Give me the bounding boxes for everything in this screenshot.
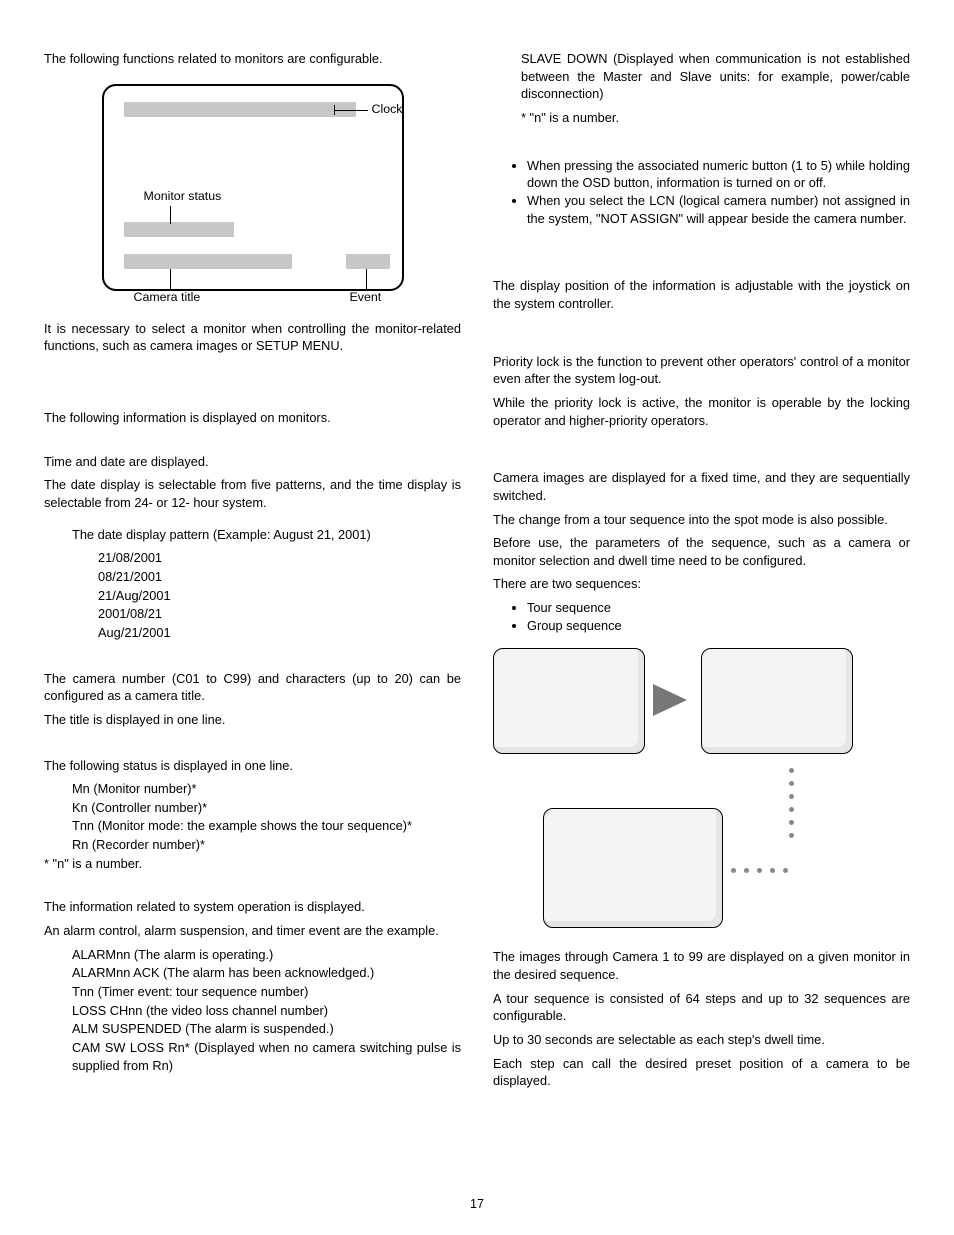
monitor-diagram: Clock Monitor status Camera title Event xyxy=(98,80,408,300)
sequence-bullet: Tour sequence xyxy=(527,599,910,617)
monitor-status-note: * "n" is a number. xyxy=(44,855,461,873)
slave-down-block: SLAVE DOWN (Displayed when communication… xyxy=(493,50,910,127)
dots-horizontal xyxy=(731,868,788,873)
sequence-p4: There are two sequences: xyxy=(493,575,910,593)
sequence-bullet: Group sequence xyxy=(527,617,910,635)
event-item: ALARMnn (The alarm is operating.) xyxy=(72,946,461,964)
diagram-label-event: Event xyxy=(350,290,382,304)
camera-frame-a xyxy=(493,648,645,754)
osd-bullet: When you select the LCN (logical camera … xyxy=(527,192,910,227)
event-list: ALARMnn (The alarm is operating.) ALARMn… xyxy=(44,946,461,1075)
status-item: Kn (Controller number)* xyxy=(72,799,461,817)
event-item: ALARMnn ACK (The alarm has been acknowle… xyxy=(72,964,461,982)
diagram-bar-clock xyxy=(124,102,356,117)
tour-p1: The images through Camera 1 to 99 are di… xyxy=(493,948,910,983)
tour-p2: A tour sequence is consisted of 64 steps… xyxy=(493,990,910,1025)
osd-bullets: When pressing the associated numeric but… xyxy=(493,157,910,228)
status-item: Rn (Recorder number)* xyxy=(72,836,461,854)
event-p2: An alarm control, alarm suspension, and … xyxy=(44,922,461,940)
clock-pattern-list: 21/08/2001 08/21/2001 21/Aug/2001 2001/0… xyxy=(44,549,461,641)
diagram-bar-event xyxy=(346,254,390,269)
clock-p1: Time and date are displayed. xyxy=(44,453,461,471)
priority-lock-p1: Priority lock is the function to prevent… xyxy=(493,353,910,388)
sequence-p2: The change from a tour sequence into the… xyxy=(493,511,910,529)
diagram-bar-monitor-status xyxy=(124,222,234,237)
intro-text: The following functions related to monit… xyxy=(44,50,461,68)
slave-down-text: SLAVE DOWN (Displayed when communication… xyxy=(521,50,910,103)
date-pattern: 21/Aug/2001 xyxy=(98,587,461,605)
camera-title-p2: The title is displayed in one line. xyxy=(44,711,461,729)
right-column: SLAVE DOWN (Displayed when communication… xyxy=(493,50,910,1096)
date-pattern: 2001/08/21 xyxy=(98,605,461,623)
date-pattern: 08/21/2001 xyxy=(98,568,461,586)
event-p1: The information related to system operat… xyxy=(44,898,461,916)
left-column: The following functions related to monit… xyxy=(44,50,461,1096)
sequence-p3: Before use, the parameters of the sequen… xyxy=(493,534,910,569)
diagram-label-camera-title: Camera title xyxy=(134,290,201,304)
sequence-p1: Camera images are displayed for a fixed … xyxy=(493,469,910,504)
camera-title-p1: The camera number (C01 to C99) and chara… xyxy=(44,670,461,705)
diagram-label-monitor-status: Monitor status xyxy=(144,189,222,203)
diagram-bar-camera-title xyxy=(124,254,292,269)
page-number: 17 xyxy=(0,1197,954,1211)
monitor-status-intro: The following status is displayed in one… xyxy=(44,757,461,775)
status-item: Mn (Monitor number)* xyxy=(72,780,461,798)
tour-p4: Each step can call the desired preset po… xyxy=(493,1055,910,1090)
arrow-icon xyxy=(653,684,687,716)
date-pattern: Aug/21/2001 xyxy=(98,624,461,642)
tour-sequence-illustration xyxy=(493,648,891,938)
monitor-status-list: Mn (Monitor number)* Kn (Controller numb… xyxy=(44,780,461,854)
event-item: ALM SUSPENDED (The alarm is suspended.) xyxy=(72,1020,461,1038)
dots-vertical xyxy=(789,768,794,838)
sequence-bullets: Tour sequence Group sequence xyxy=(493,599,910,634)
diagram-label-clock: Clock xyxy=(372,102,403,116)
clock-p2: The date display is selectable from five… xyxy=(44,476,461,511)
clock-pattern-heading: The date display pattern (Example: Augus… xyxy=(44,526,461,544)
osd-position: The display position of the information … xyxy=(493,277,910,312)
status-item: Tnn (Monitor mode: the example shows the… xyxy=(72,817,461,835)
date-pattern: 21/08/2001 xyxy=(98,549,461,567)
osd-intro: The following information is displayed o… xyxy=(44,409,461,427)
event-item: CAM SW LOSS Rn* (Displayed when no camer… xyxy=(72,1039,461,1074)
event-item: LOSS CHnn (the video loss channel number… xyxy=(72,1002,461,1020)
camera-frame-b xyxy=(701,648,853,754)
camera-frame-c xyxy=(543,808,723,928)
priority-lock-p2: While the priority lock is active, the m… xyxy=(493,394,910,429)
n-note: * "n" is a number. xyxy=(521,109,910,127)
select-monitor-text: It is necessary to select a monitor when… xyxy=(44,320,461,355)
tv-frame: Clock Monitor status xyxy=(102,84,404,291)
event-item: Tnn (Timer event: tour sequence number) xyxy=(72,983,461,1001)
osd-bullet: When pressing the associated numeric but… xyxy=(527,157,910,192)
page-columns: The following functions related to monit… xyxy=(44,50,910,1096)
tour-p3: Up to 30 seconds are selectable as each … xyxy=(493,1031,910,1049)
